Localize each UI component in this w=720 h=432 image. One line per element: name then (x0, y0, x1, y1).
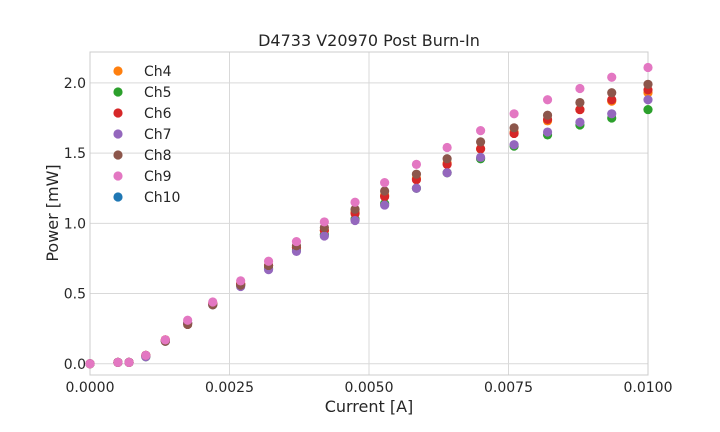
x-tick-label: 0.0025 (205, 380, 254, 396)
plot-frame (89, 51, 649, 376)
legend-label: Ch10 (144, 190, 180, 206)
data-point (442, 154, 452, 164)
series-ch9 (85, 62, 653, 369)
x-tick-label: 0.0075 (484, 380, 533, 396)
legend-label: Ch8 (144, 148, 172, 164)
data-point (236, 276, 246, 286)
legend-label: Ch7 (144, 127, 172, 143)
data-point (291, 236, 302, 247)
data-point (476, 126, 486, 136)
legend-label: Ch9 (144, 169, 172, 185)
data-point (442, 142, 452, 153)
data-point (380, 200, 390, 210)
legend-label: Ch4 (144, 64, 172, 80)
legend-label: Ch5 (144, 85, 172, 101)
y-tick-label: 0.0 (64, 357, 86, 373)
data-point (263, 256, 274, 266)
data-point (85, 359, 95, 369)
y-tick-labels: 0.0 0.5 1.0 1.5 2.0 (64, 76, 86, 373)
x-axis-label: Current [A] (325, 397, 414, 416)
y-tick-label: 1.0 (64, 216, 86, 232)
data-point (607, 109, 617, 119)
data-point (442, 168, 452, 178)
chart-title: D4733 V20970 Post Burn-In (258, 31, 480, 50)
data-point (542, 95, 553, 105)
data-point (411, 159, 422, 169)
data-point (411, 183, 422, 193)
data-point (319, 231, 329, 241)
data-point (350, 204, 360, 214)
data-point (509, 109, 519, 119)
data-point (643, 79, 653, 89)
legend-item-ch8: Ch8 (113, 148, 172, 164)
grid (89, 52, 649, 375)
legend-marker (113, 87, 123, 97)
data-point (575, 83, 585, 94)
data-point (380, 186, 390, 196)
data-point (509, 123, 519, 133)
data-point (575, 104, 585, 115)
legend-marker (113, 192, 123, 202)
x-tick-label: 0.0050 (345, 380, 394, 396)
data-point (643, 62, 653, 73)
x-tick-label: 0.0000 (66, 380, 115, 396)
data-point (607, 88, 617, 98)
data-point (319, 217, 329, 227)
legend: Ch4 Ch5 Ch6 Ch7 Ch8 Ch9 Ch10 (113, 64, 180, 206)
data-point (350, 215, 360, 226)
x-tick-label: 0.0100 (624, 380, 673, 396)
legend-item-ch9: Ch9 (113, 169, 172, 185)
legend-item-ch10: Ch10 (113, 190, 180, 206)
legend-item-ch7: Ch7 (113, 127, 172, 143)
data-point (113, 357, 123, 367)
data-point (160, 335, 170, 345)
x-tick-labels: 0.0000 0.0025 0.0050 0.0075 0.0100 (66, 380, 673, 396)
data-point (350, 197, 360, 207)
y-axis-label: Power [mW] (43, 164, 62, 261)
legend-item-ch5: Ch5 (113, 85, 172, 101)
data-point (643, 95, 653, 105)
data-point (575, 97, 585, 108)
data-point (643, 104, 653, 115)
data-point (208, 297, 218, 307)
data-point (380, 178, 390, 188)
data-point (607, 95, 617, 105)
data-point (411, 169, 422, 179)
legend-item-ch6: Ch6 (113, 106, 172, 122)
legend-marker (113, 129, 123, 139)
legend-label: Ch6 (144, 106, 172, 122)
legend-marker (113, 66, 123, 76)
legend-marker (113, 150, 123, 160)
legend-item-ch4: Ch4 (113, 64, 172, 80)
data-point (542, 127, 553, 137)
legend-marker (113, 171, 123, 181)
y-tick-label: 2.0 (64, 76, 86, 92)
data-point (141, 350, 151, 360)
y-tick-label: 1.5 (64, 146, 86, 162)
data-point (607, 72, 617, 82)
data-point (476, 152, 486, 162)
data-point (124, 357, 134, 367)
legend-marker (113, 108, 123, 118)
y-tick-label: 0.5 (64, 287, 86, 303)
data-point (476, 137, 486, 147)
data-point (476, 144, 486, 154)
data-points (85, 62, 653, 369)
data-point (575, 117, 585, 127)
data-point (509, 140, 519, 150)
data-point (183, 315, 193, 325)
data-point (542, 110, 553, 120)
